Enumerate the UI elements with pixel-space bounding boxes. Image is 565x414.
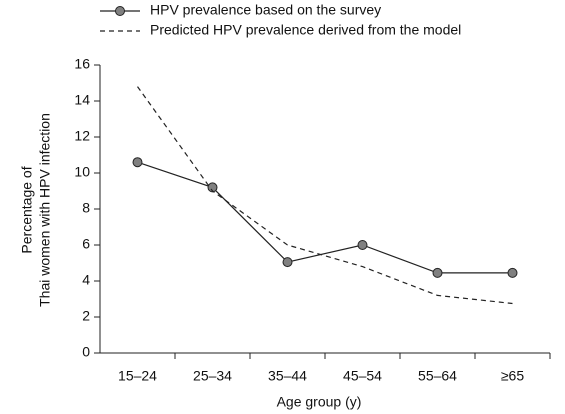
y-tick-label: 6 (82, 236, 90, 252)
y-tick-label: 14 (74, 92, 90, 108)
data-point (207, 182, 218, 193)
y-axis-label: Percentage of (19, 166, 35, 253)
y-tick-label: 0 (82, 344, 90, 360)
x-tick-label: 25–34 (193, 368, 232, 384)
data-point (132, 157, 143, 168)
x-axis-label: Age group (y) (277, 394, 362, 410)
x-tick-label: 45–54 (343, 368, 382, 384)
y-tick-label: 8 (82, 200, 90, 216)
y-tick-label: 4 (82, 272, 90, 288)
legend-marker (115, 6, 125, 16)
y-tick-label: 10 (74, 164, 90, 180)
data-point (432, 267, 443, 278)
series-line (137, 161, 513, 274)
x-tick-label: 35–44 (268, 368, 307, 384)
data-point (507, 267, 518, 278)
data-point (282, 257, 293, 268)
y-tick-label: 16 (74, 56, 90, 72)
series-line (137, 86, 513, 305)
x-tick-label: ≥65 (501, 368, 524, 384)
data-point (357, 240, 368, 250)
legend-label: HPV prevalence based on the survey (150, 2, 381, 18)
y-tick-label: 2 (82, 308, 90, 324)
legend-label: Predicted HPV prevalence derived from th… (150, 22, 461, 38)
x-tick-label: 15–24 (118, 368, 157, 384)
x-tick-label: 55–64 (418, 368, 457, 384)
y-axis-label: Thai women with HPV infection (37, 113, 53, 307)
y-tick-label: 12 (74, 128, 90, 144)
